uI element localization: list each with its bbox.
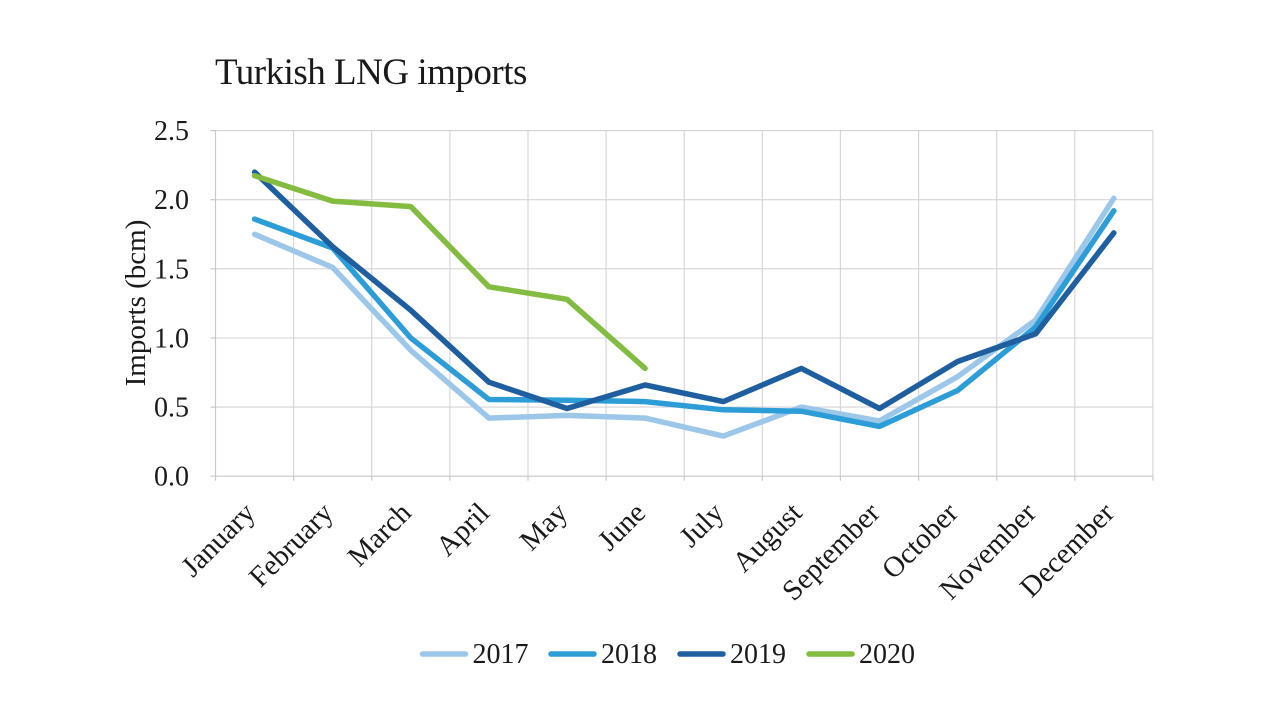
svg-text:2019: 2019 bbox=[730, 639, 786, 670]
svg-text:1.0: 1.0 bbox=[154, 324, 189, 355]
svg-text:2020: 2020 bbox=[859, 639, 915, 670]
svg-text:2.0: 2.0 bbox=[154, 185, 189, 216]
svg-text:2018: 2018 bbox=[601, 639, 657, 670]
svg-text:2017: 2017 bbox=[473, 639, 529, 670]
svg-text:0.0: 0.0 bbox=[154, 462, 189, 493]
svg-text:Turkish LNG imports: Turkish LNG imports bbox=[215, 52, 527, 93]
svg-text:Imports (bcm): Imports (bcm) bbox=[120, 220, 152, 387]
svg-text:2.5: 2.5 bbox=[154, 116, 189, 147]
svg-text:1.5: 1.5 bbox=[154, 254, 189, 285]
svg-text:0.5: 0.5 bbox=[154, 393, 189, 424]
